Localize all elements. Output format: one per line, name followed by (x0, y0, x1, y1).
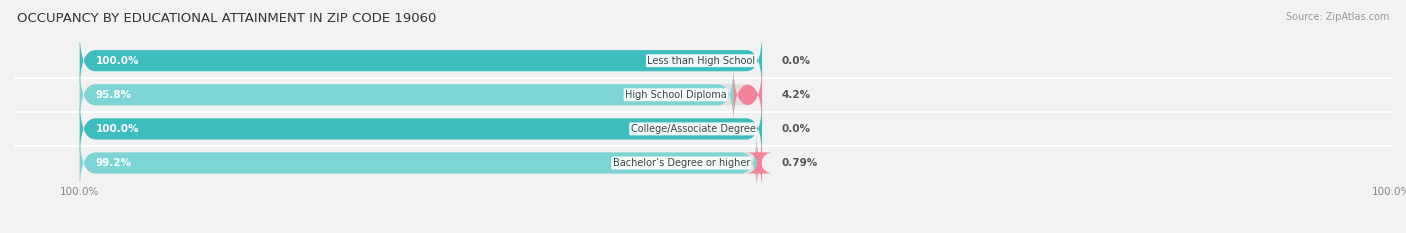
FancyBboxPatch shape (80, 30, 762, 91)
FancyBboxPatch shape (80, 99, 762, 159)
FancyBboxPatch shape (80, 65, 762, 125)
Text: High School Diploma: High School Diploma (626, 90, 727, 100)
FancyBboxPatch shape (734, 65, 762, 125)
Text: OCCUPANCY BY EDUCATIONAL ATTAINMENT IN ZIP CODE 19060: OCCUPANCY BY EDUCATIONAL ATTAINMENT IN Z… (17, 12, 436, 25)
Text: 100.0%: 100.0% (96, 124, 139, 134)
Text: Source: ZipAtlas.com: Source: ZipAtlas.com (1285, 12, 1389, 22)
FancyBboxPatch shape (80, 65, 734, 125)
FancyBboxPatch shape (80, 133, 762, 193)
Text: 100.0%: 100.0% (96, 56, 139, 66)
Text: 95.8%: 95.8% (96, 90, 132, 100)
Text: 0.79%: 0.79% (782, 158, 818, 168)
Text: 0.0%: 0.0% (782, 56, 811, 66)
Text: 99.2%: 99.2% (96, 158, 131, 168)
FancyBboxPatch shape (80, 133, 756, 193)
Text: Less than High School: Less than High School (647, 56, 755, 66)
Legend: Owner-occupied, Renter-occupied: Owner-occupied, Renter-occupied (596, 231, 810, 233)
Text: 0.0%: 0.0% (782, 124, 811, 134)
Text: Bachelor’s Degree or higher: Bachelor’s Degree or higher (613, 158, 749, 168)
FancyBboxPatch shape (747, 133, 772, 193)
Text: College/Associate Degree: College/Associate Degree (631, 124, 755, 134)
FancyBboxPatch shape (80, 99, 762, 159)
Text: 4.2%: 4.2% (782, 90, 811, 100)
FancyBboxPatch shape (80, 30, 762, 91)
